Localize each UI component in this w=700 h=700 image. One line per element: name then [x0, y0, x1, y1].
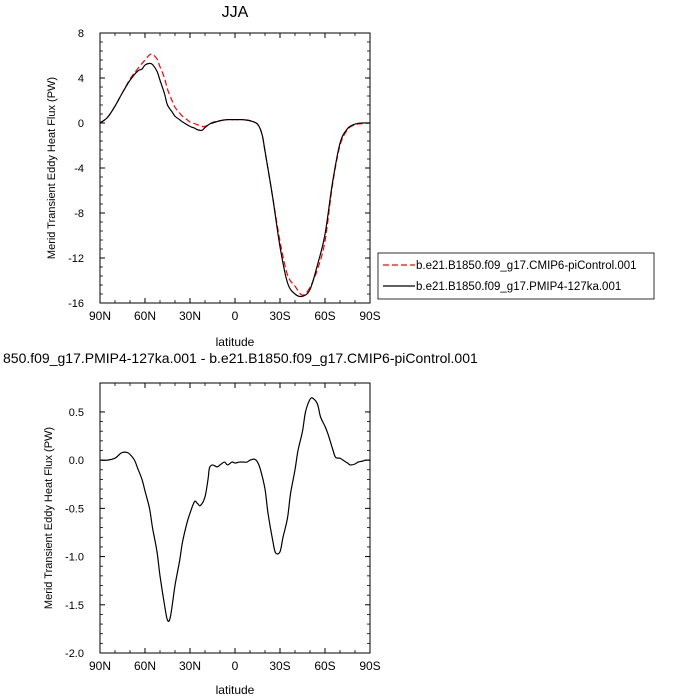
bottom-panel-y-tick-label: -1.0 — [65, 552, 84, 564]
bottom-panel-x-tick-label: 90S — [359, 659, 380, 673]
top-panel-x-tick-label: 90N — [89, 309, 111, 323]
legend-box — [377, 252, 655, 300]
top-panel-x-tick-label: 60S — [314, 309, 335, 323]
bottom-panel-x-axis-label: latitude — [216, 683, 255, 697]
bottom-panel-y-tick-label: -1.5 — [65, 600, 84, 612]
top-panel-frame — [99, 32, 371, 304]
bottom-panel-title: 850.f09_g17.PMIP4-127ka.001 - b.e21.B185… — [3, 350, 478, 366]
top-panel-title: JJA — [222, 4, 249, 21]
bottom-panel-x-tick-label: 30N — [179, 659, 201, 673]
top-panel-y-tick-label: 4 — [78, 73, 84, 85]
top-panel-x-tick-label: 30N — [179, 309, 201, 323]
top-panel-ticks: 90N 60N 30N 0 30S 60S 90S 8 4 0 -4 -8 -12 -16 — [68, 28, 381, 323]
legend-label-series-2: b.e21.B1850.f09_g17.PMIP4-127ka.001 — [416, 281, 621, 293]
top-panel-y-tick-label: 0 — [78, 118, 84, 130]
top-panel-x-tick-label: 60N — [134, 309, 156, 323]
legend: b.e21.B1850.f09_g17.CMIP6-piControl.001 … — [377, 252, 655, 300]
top-panel-y-tick-label: -8 — [74, 208, 84, 220]
bottom-panel-y-tick-label: -2.0 — [65, 648, 84, 660]
bottom-panel-x-tick-label: 0 — [232, 659, 239, 673]
bottom-panel-y-tick-label: 0.0 — [69, 455, 84, 467]
bottom-panel-y-axis-label: Merid Transient Eddy Heat Flux (PW) — [43, 427, 55, 609]
bottom-panel-series-line-1 — [99, 397, 371, 622]
bottom-panel-frame — [99, 382, 371, 654]
bottom-panel-x-tick-label: 60N — [134, 659, 156, 673]
top-panel-x-tick-label: 90S — [359, 309, 380, 323]
top-panel-y-tick-label: 8 — [78, 28, 84, 40]
top-panel: JJA Merid Transient Eddy Heat Flux (PW) … — [46, 4, 381, 349]
bottom-panel-y-tick-label: 0.5 — [69, 407, 84, 419]
top-panel-x-tick-label: 30S — [269, 309, 290, 323]
bottom-panel: 850.f09_g17.PMIP4-127ka.001 - b.e21.B185… — [3, 350, 478, 697]
top-panel-series-line-2 — [99, 62, 371, 298]
top-panel-x-axis-label: latitude — [216, 335, 255, 349]
top-panel-y-tick-label: -4 — [74, 163, 84, 175]
bottom-panel-series — [99, 397, 371, 622]
top-panel-y-axis-label: Merid Transient Eddy Heat Flux (PW) — [46, 77, 58, 259]
bottom-panel-y-tick-label: -0.5 — [65, 503, 84, 515]
bottom-panel-x-tick-label: 30S — [269, 659, 290, 673]
top-panel-y-tick-label: -16 — [68, 298, 84, 310]
top-panel-x-tick-label: 0 — [232, 309, 239, 323]
top-panel-y-tick-label: -12 — [68, 253, 84, 265]
legend-label-series-1: b.e21.B1850.f09_g17.CMIP6-piControl.001 — [416, 260, 637, 272]
top-panel-series — [99, 53, 371, 298]
bottom-panel-x-tick-label: 60S — [314, 659, 335, 673]
bottom-panel-x-tick-label: 90N — [89, 659, 111, 673]
